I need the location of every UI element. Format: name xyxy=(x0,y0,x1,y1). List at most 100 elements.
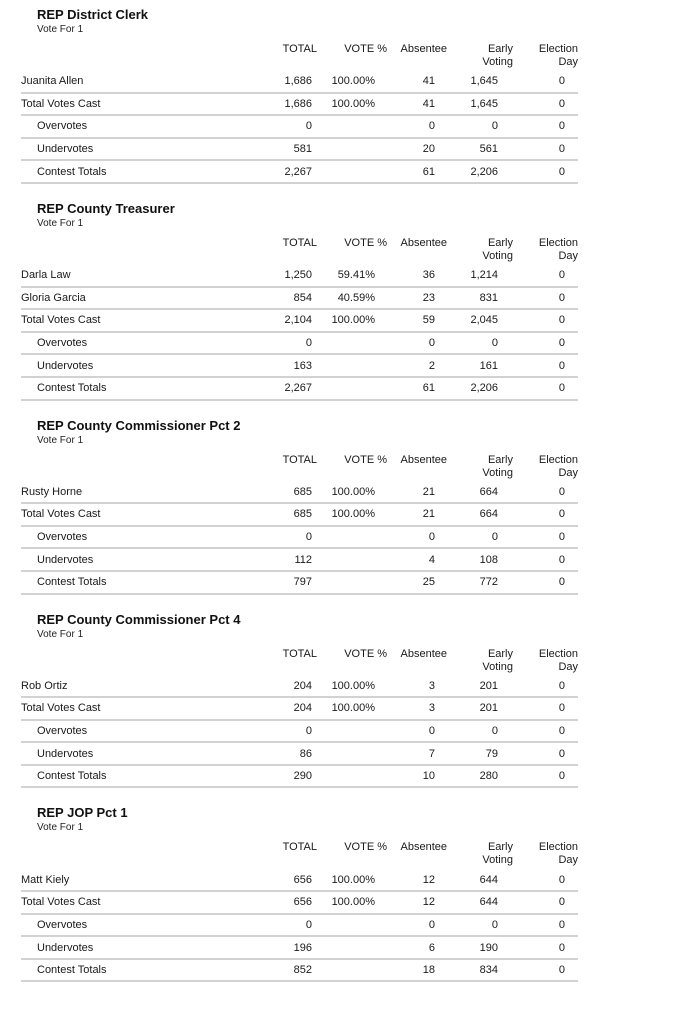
value-cell: 41 xyxy=(422,75,435,88)
value-cell: 100.00% xyxy=(331,75,375,88)
column-header: Early Voting xyxy=(482,647,513,673)
value-cell: 0 xyxy=(491,724,498,737)
value-cell: 0 xyxy=(428,531,435,544)
value-cell: 100.00% xyxy=(331,679,375,692)
value-cell: 797 xyxy=(293,576,312,589)
value-cell: 2,267 xyxy=(284,382,312,395)
value-cell: 100.00% xyxy=(331,97,375,110)
value-cell: 0 xyxy=(558,679,565,692)
row-label: Rob Ortiz xyxy=(21,679,68,692)
header-row: TOTAL VOTE % Absentee Early Voting Election … xyxy=(21,454,578,480)
value-cell: 0 xyxy=(558,873,565,886)
value-cell: 644 xyxy=(479,873,498,886)
value-cell: 685 xyxy=(293,485,312,498)
row-label: Undervotes xyxy=(37,747,94,760)
contest-rows: Juanita Allen 1,686 100.00% 41 1,645 0 Total… xyxy=(21,71,578,184)
value-cell: 6 xyxy=(428,941,435,954)
column-header: TOTAL xyxy=(282,236,317,249)
value-cell: 852 xyxy=(293,964,312,977)
contest-section: REP JOP Pct 1 Vote For 1 TOTAL VOTE % Abse… xyxy=(21,806,578,983)
value-cell: 0 xyxy=(558,770,565,783)
table-row: Contest Totals 852 18 834 0 xyxy=(21,960,578,983)
column-header: Absentee xyxy=(400,647,447,660)
contest-rows: Rusty Horne 685 100.00% 21 664 0 Total Votes… xyxy=(21,482,578,595)
value-cell: 644 xyxy=(479,896,498,909)
value-cell: 7 xyxy=(428,747,435,760)
table-row: Gloria Garcia 854 40.59% 23 831 0 xyxy=(21,288,578,311)
contest-list: REP District Clerk Vote For 1 TOTAL VOTE … xyxy=(21,7,678,983)
value-cell: 2,104 xyxy=(284,314,312,327)
value-cell: 0 xyxy=(558,165,565,178)
value-cell: 854 xyxy=(293,291,312,304)
value-cell: 100.00% xyxy=(331,508,375,521)
column-header: Early Voting xyxy=(482,453,513,479)
column-header: Election Day xyxy=(538,453,578,479)
value-cell: 772 xyxy=(479,576,498,589)
value-cell: 0 xyxy=(558,337,565,350)
value-cell: 0 xyxy=(558,75,565,88)
row-label: Juanita Allen xyxy=(21,75,84,88)
header-row: TOTAL VOTE % Absentee Early Voting Election … xyxy=(21,841,578,867)
value-cell: 0 xyxy=(558,576,565,589)
table-row: Darla Law 1,250 59.41% 36 1,214 0 xyxy=(21,265,578,288)
value-cell: 0 xyxy=(305,918,312,931)
row-label: Overvotes xyxy=(37,918,88,931)
value-cell: 0 xyxy=(558,97,565,110)
value-cell: 196 xyxy=(293,941,312,954)
row-label: Matt Kiely xyxy=(21,873,70,886)
value-cell: 0 xyxy=(558,531,565,544)
value-cell: 1,645 xyxy=(470,75,498,88)
row-label: Undervotes xyxy=(37,143,94,156)
column-header: VOTE % xyxy=(344,43,387,55)
table-row: Overvotes 0 0 0 0 xyxy=(21,527,578,550)
contest-title: REP District Clerk xyxy=(37,7,149,22)
value-cell: 1,686 xyxy=(284,97,312,110)
row-label: Total Votes Cast xyxy=(21,508,101,521)
value-cell: 2 xyxy=(428,359,435,372)
row-label: Contest Totals xyxy=(37,382,107,395)
value-cell: 0 xyxy=(558,747,565,760)
row-label: Contest Totals xyxy=(37,964,107,977)
value-cell: 79 xyxy=(485,747,498,760)
row-label: Total Votes Cast xyxy=(21,702,101,715)
row-label: Undervotes xyxy=(37,553,94,566)
column-header: Absentee xyxy=(400,453,447,466)
table-row: Undervotes 163 2 161 0 xyxy=(21,355,578,378)
column-header: Election Day xyxy=(538,647,578,673)
table-row: Contest Totals 290 10 280 0 xyxy=(21,766,578,789)
row-label: Overvotes xyxy=(37,531,88,544)
row-label: Contest Totals xyxy=(37,770,107,783)
column-header: Early Voting xyxy=(482,236,513,262)
value-cell: 656 xyxy=(293,896,312,909)
value-cell: 4 xyxy=(428,553,435,566)
value-cell: 23 xyxy=(422,291,435,304)
value-cell: 280 xyxy=(479,770,498,783)
value-cell: 2,206 xyxy=(470,382,498,395)
table-row: Contest Totals 2,267 61 2,206 0 xyxy=(21,378,578,401)
table-row: Undervotes 581 20 561 0 xyxy=(21,139,578,162)
value-cell: 1,686 xyxy=(284,75,312,88)
row-label: Overvotes xyxy=(37,724,88,737)
table-row: Total Votes Cast 656 100.00% 12 644 0 xyxy=(21,892,578,915)
value-cell: 581 xyxy=(293,143,312,156)
row-label: Undervotes xyxy=(37,359,94,372)
table-row: Rusty Horne 685 100.00% 21 664 0 xyxy=(21,482,578,505)
column-header: Absentee xyxy=(400,841,447,854)
value-cell: 10 xyxy=(422,770,435,783)
value-cell: 108 xyxy=(479,553,498,566)
column-header: Early Voting xyxy=(482,43,513,68)
value-cell: 3 xyxy=(428,702,435,715)
column-header: VOTE % xyxy=(344,841,387,854)
value-cell: 0 xyxy=(491,337,498,350)
column-header: VOTE % xyxy=(344,236,387,249)
value-cell: 12 xyxy=(422,873,435,886)
value-cell: 0 xyxy=(428,918,435,931)
value-cell: 20 xyxy=(422,143,435,156)
column-header: Election Day xyxy=(538,236,578,262)
column-header: Absentee xyxy=(400,236,447,249)
row-label: Total Votes Cast xyxy=(21,314,101,327)
value-cell: 0 xyxy=(305,724,312,737)
value-cell: 0 xyxy=(558,269,565,282)
value-cell: 12 xyxy=(422,896,435,909)
